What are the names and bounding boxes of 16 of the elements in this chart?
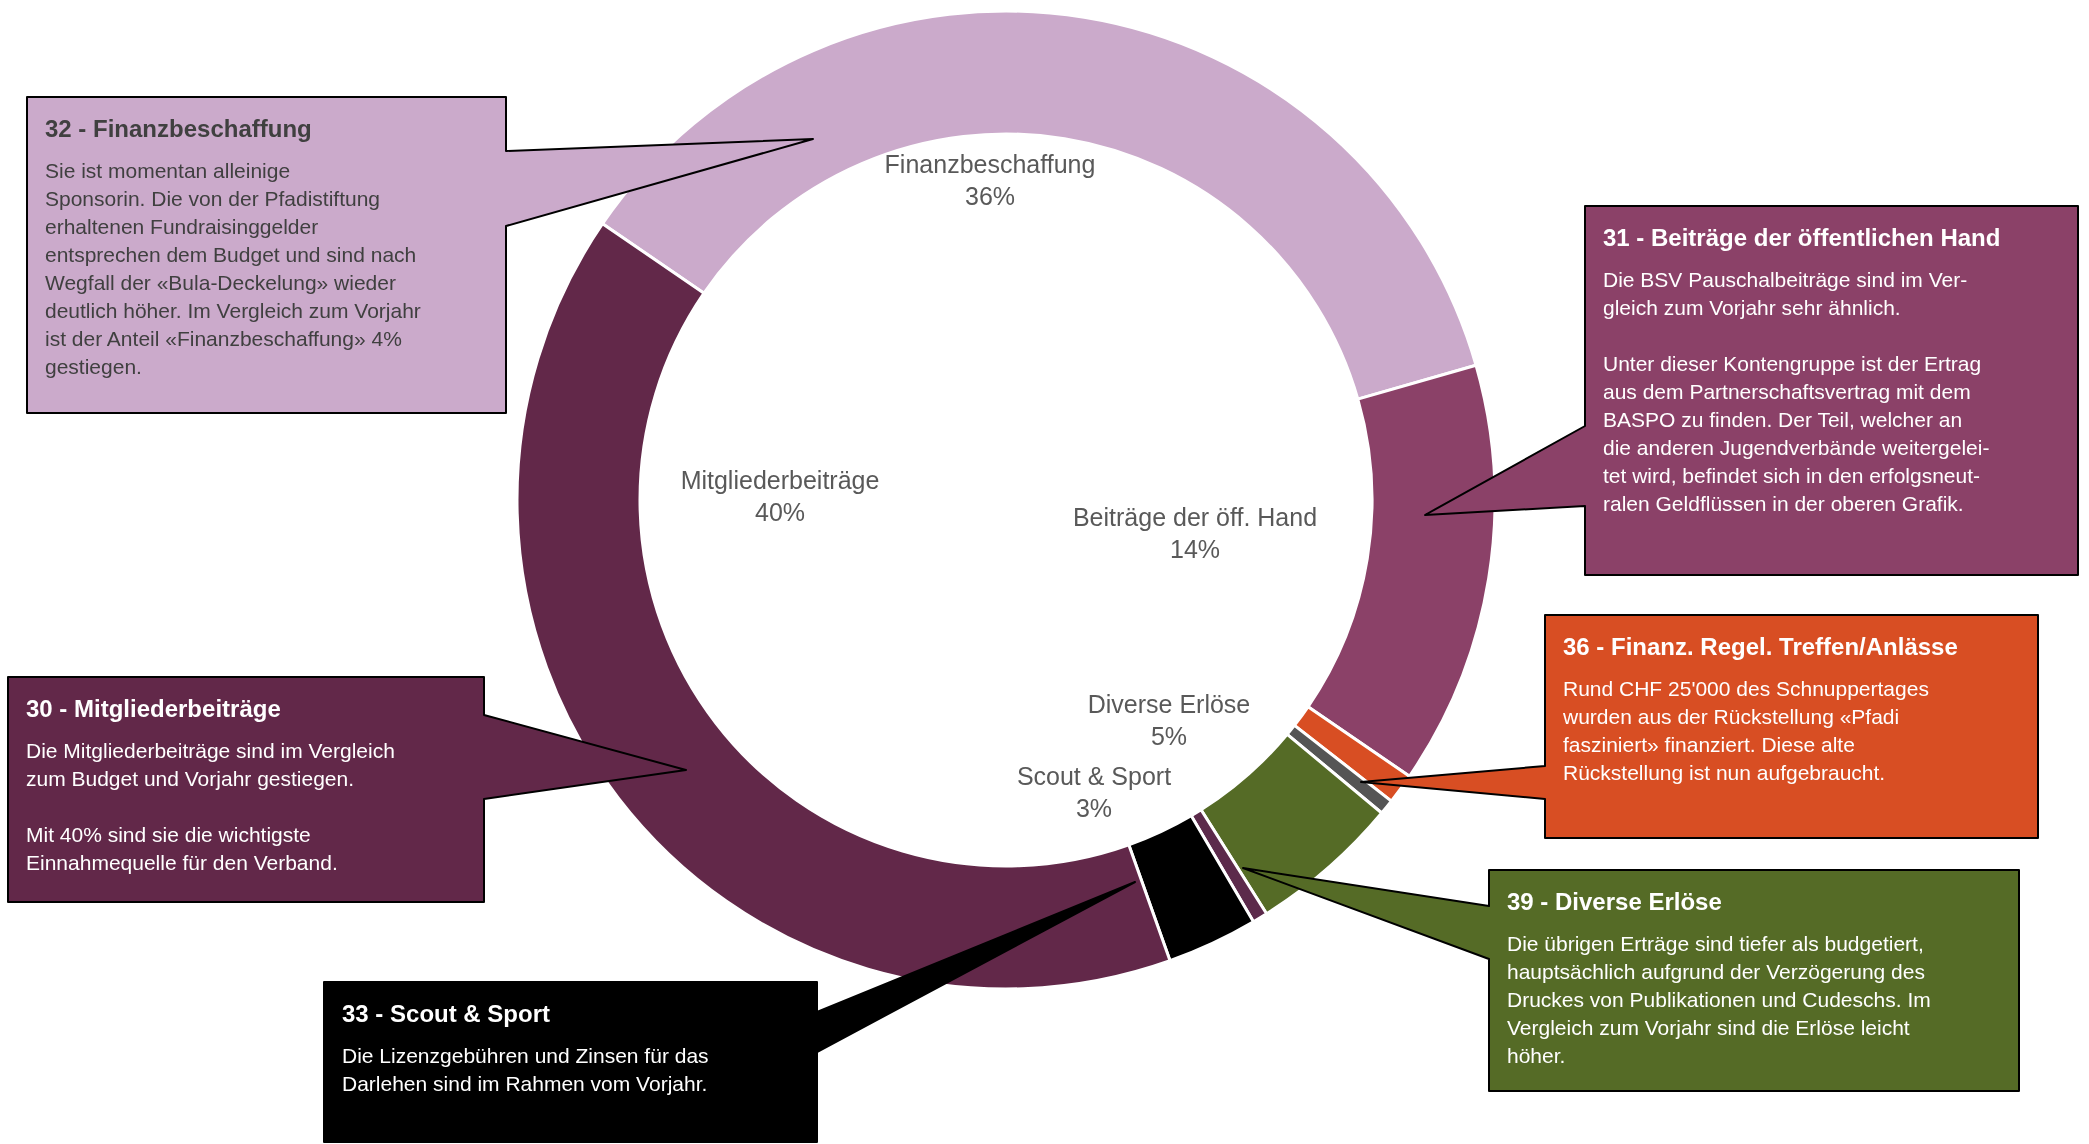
data-label: 40%: [754, 498, 806, 526]
slice-label: Diverse Erlöse: [1087, 690, 1251, 718]
slice-label: Scout & Sport: [1016, 762, 1172, 790]
slice-label: Beiträge der öff. Hand: [1072, 503, 1318, 531]
data-label: 5%: [1150, 722, 1188, 750]
text: 30 - Mitgliederbeiträge Die Mitgliederbeiträge sind im Vergleich zum Budget und Vorjahr gestiegen. Mit 40% sind sie die wichtigste Einnahmequelle für den Verband.: [26, 695, 395, 874]
slice-label: Mitgliederbeiträge: [680, 466, 880, 494]
data-label: 3%: [1075, 794, 1113, 822]
text: 32 - Finanzbeschaffung Sie ist momentan alleinige Sponsorin. Die von der Pfadistiftung erhaltenen Fundraisinggelder entsprechen dem Budget und sind nach Wegfall der «Bula-Deckelung» wieder deutlich höher. Im Vergleich zum Vorjahr ist der Anteil «Finanzbeschaffung» 4% gestiegen.: [45, 115, 421, 378]
text: 33 - Scout & Sport Die Lizenzgebühren und Zinsen für das Darlehen sind im Rahmen vom Vorjahr.: [342, 999, 710, 1097]
text: 31 - Beiträge der öffentlichen Hand Die BSV Pauschalbeiträge sind im Ver- gleich zum Vorjahr sehr ähnlich. Unter dieser Kontengruppe ist der Ertrag aus dem Partnerschaftsvertrag mit dem BASPO zu finden. Der Teil, welcher an die anderen Jugendverbände weitergelei- tet wird, befindet sich in den erfolgsneut- ralen Geldflüssen in der oberen Grafik.: [1603, 224, 2001, 515]
data-label: 14%: [1169, 535, 1221, 563]
text: 36 - Finanz. Regel. Treffen/Anlässe Rund CHF 25'000 des Schnuppertages wurden aus der Rückstellung «Pfadi fasziniert» finanziert. Diese alte Rückstellung ist nun aufgebraucht.: [1563, 632, 1959, 786]
slice-label: Finanzbeschaffung: [884, 150, 1096, 178]
data-label: 36%: [964, 182, 1016, 210]
text: 39 - Diverse Erlöse Die übrigen Erträge sind tiefer als budgetiert, hauptsächlich aufgrund der Verzögerung des Druckes von Publikationen und Cudeschs. Im Vergleich zum Vorjahr sind die Erlöse leicht höher.: [1507, 887, 1932, 1069]
